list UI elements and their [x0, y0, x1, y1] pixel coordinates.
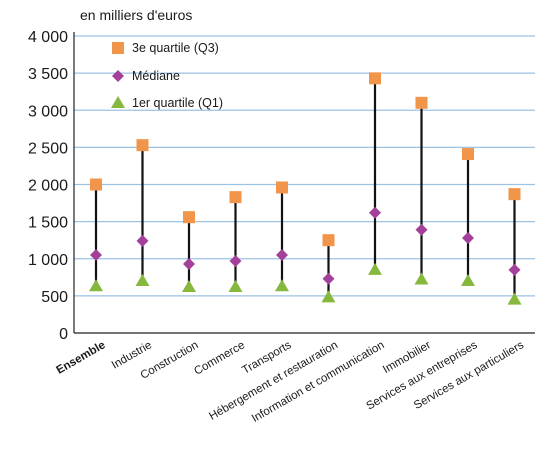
whiskers: [94, 78, 516, 300]
median-marker: [276, 249, 288, 262]
y-tick-label: 1 000: [28, 252, 68, 269]
q1-marker: [228, 279, 243, 292]
legend-q3-swatch: [112, 42, 124, 54]
median-marker: [462, 231, 474, 244]
y-tick-label: 2 500: [28, 140, 68, 157]
y-tick-label: 1 500: [28, 215, 68, 232]
q3-marker: [508, 188, 521, 201]
grid-lines: [74, 35, 535, 297]
q1-marker: [275, 279, 289, 292]
q1-marker: [507, 292, 522, 305]
data-markers: [89, 72, 522, 305]
q1-marker: [182, 279, 196, 292]
y-tick-label: 3 000: [28, 103, 68, 120]
y-tick-label: 2 000: [28, 178, 68, 195]
q1-marker: [135, 274, 150, 287]
legend-median-swatch: [112, 70, 124, 82]
median-marker: [90, 249, 102, 262]
q1-marker: [461, 274, 475, 287]
q3-marker: [369, 72, 381, 85]
y-tick-label: 4 000: [28, 29, 68, 46]
q1-marker: [89, 279, 103, 292]
y-tick-label: 500: [41, 289, 68, 306]
x-tick-label: Ensemble: [54, 339, 107, 377]
y-tick-label: 3 500: [28, 66, 68, 83]
median-marker: [322, 272, 335, 285]
q3-marker: [415, 96, 428, 109]
axes: [73, 32, 535, 334]
median-marker: [136, 234, 149, 247]
axis-labels: 0 500 1 000 1 500 2 000 2 500 3 000 3 500 4 000 E…: [28, 29, 526, 425]
y-tick-label: 0: [59, 326, 68, 343]
legend-median-label: Médiane: [132, 69, 180, 83]
q3-marker: [276, 181, 288, 194]
legend-q1-label: 1er quartile (Q1): [132, 96, 223, 110]
median-marker: [415, 223, 428, 236]
q3-marker: [462, 148, 474, 161]
q1-marker: [321, 290, 336, 303]
median-marker: [508, 263, 521, 276]
x-tick-label: Commerce: [192, 339, 247, 378]
legend-q3-label: 3e quartile (Q3): [132, 41, 219, 55]
median-marker: [229, 254, 242, 267]
unit-label: en milliers d'euros: [80, 7, 192, 23]
q3-marker: [90, 178, 102, 191]
q1-marker: [368, 262, 382, 275]
q3-marker: [322, 234, 335, 247]
q3-marker: [229, 191, 242, 204]
q1-marker: [414, 272, 429, 285]
median-marker: [369, 206, 381, 219]
q3-marker: [183, 211, 195, 224]
q3-marker: [136, 139, 149, 152]
median-marker: [183, 257, 195, 270]
legend-q1-swatch: [111, 96, 125, 108]
legend: 3e quartile (Q3) Médiane 1er quartile (Q1): [111, 41, 223, 110]
